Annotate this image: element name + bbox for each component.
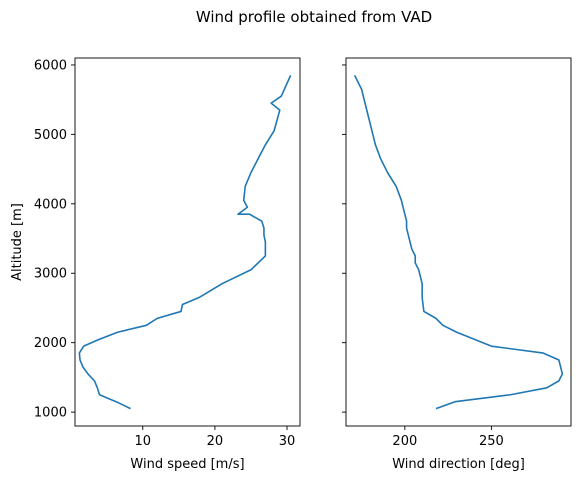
axes-container: 10 20 30 1000 2000 3000 4000 5000 6000 Wind speed… bbox=[10, 57, 572, 472]
direction-x-axis-label: Wind direction [deg] bbox=[392, 457, 525, 472]
speed-y-tick-label: 6000 bbox=[34, 58, 67, 73]
speed-y-tick-label: 2000 bbox=[34, 336, 67, 351]
direction-x-tick-label: 250 bbox=[479, 434, 504, 449]
direction-x-tick-label: 200 bbox=[392, 434, 417, 449]
figure-title: Wind profile obtained from VAD bbox=[196, 8, 432, 26]
speed-x-tick-label: 20 bbox=[207, 434, 224, 449]
speed-x-tick-label: 10 bbox=[135, 434, 152, 449]
speed-x-axis-label: Wind speed [m/s] bbox=[130, 457, 244, 472]
speed-axes-frame bbox=[74, 57, 301, 427]
speed-y-tick-label: 3000 bbox=[34, 267, 67, 282]
speed-profile-line bbox=[78, 75, 292, 410]
direction-axes: 200 250 Wind direction [deg] bbox=[342, 57, 572, 472]
speed-y-tick-label: 4000 bbox=[34, 197, 67, 212]
direction-axes-frame bbox=[345, 57, 572, 427]
speed-axes: 10 20 30 1000 2000 3000 4000 5000 6000 Wind speed… bbox=[10, 57, 301, 472]
speed-y-tick-label: 1000 bbox=[34, 406, 67, 421]
direction-profile-line bbox=[353, 75, 564, 410]
speed-y-axis-label: Altitude [m] bbox=[10, 203, 25, 281]
speed-x-tick-label: 30 bbox=[279, 434, 296, 449]
speed-y-tick-label: 5000 bbox=[34, 128, 67, 143]
